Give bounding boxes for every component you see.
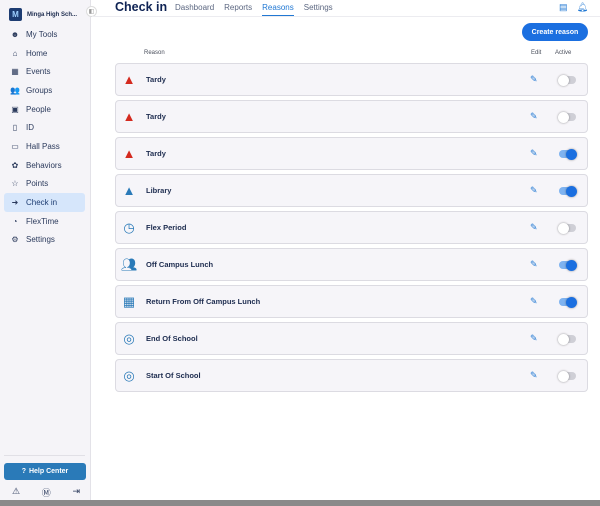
school-switcher[interactable]: M Minga High Sch... xyxy=(0,0,90,24)
hall-pass-icon: ▭ xyxy=(11,141,19,151)
star-icon: ☆ xyxy=(11,179,19,189)
edit-pencil-icon[interactable]: ✎ xyxy=(530,148,538,158)
edit-pencil-icon[interactable]: ✎ xyxy=(530,185,538,195)
tab-reports[interactable]: Reports xyxy=(224,3,253,12)
sidebar-item-settings[interactable]: ⚙ Settings xyxy=(11,235,55,245)
people-icon: 👥︎ xyxy=(121,256,138,272)
sidebar-item-flextime[interactable]: ◔ FlexTime xyxy=(4,212,85,231)
edit-pencil-icon[interactable]: ✎ xyxy=(530,259,538,269)
bottom-bar xyxy=(0,500,600,506)
location-icon: ◎ xyxy=(123,367,135,383)
board-icon: ▦ xyxy=(122,293,136,309)
tab-settings[interactable]: Settings xyxy=(303,3,333,12)
column-edit: Edit xyxy=(531,50,542,56)
edit-pencil-icon[interactable]: ✎ xyxy=(530,296,538,306)
header: Check in Dashboard Reports Reasons Settings… xyxy=(92,0,600,17)
sidebar-item-behaviors[interactable]: ✿ Behaviors xyxy=(11,160,62,170)
reason-row: ▲ Tardy ✎ xyxy=(115,63,588,96)
reason-name: Tardy xyxy=(146,112,166,121)
help-center-button[interactable]: ? Help Center xyxy=(4,463,86,480)
column-reason: Reason xyxy=(144,50,165,56)
sidebar-item-people[interactable]: ▣ People xyxy=(11,104,51,114)
bell-icon[interactable]: 🔔︎ xyxy=(576,2,588,12)
reason-name: Off Campus Lunch xyxy=(146,260,214,269)
gear-icon: ⚙ xyxy=(11,235,19,245)
reason-name: Library xyxy=(146,186,172,195)
reason-row: 👥︎ Off Campus Lunch ✎ xyxy=(115,248,588,281)
reason-row: ▦ Return From Off Campus Lunch ✎ xyxy=(115,285,588,318)
reason-row: ▲ Tardy ✎ xyxy=(115,100,588,133)
active-toggle[interactable] xyxy=(558,333,576,345)
warning-icon: ▲ xyxy=(122,183,136,198)
active-toggle[interactable] xyxy=(558,222,576,234)
sidebar-item-id[interactable]: ▯ ID xyxy=(4,118,85,137)
reason-name: Return From Off Campus Lunch xyxy=(146,297,261,306)
location-icon: ◎ xyxy=(123,330,135,346)
id-icon: ▯ xyxy=(12,123,18,133)
reason-row: ◷ Flex Period ✎ xyxy=(115,211,588,244)
home-icon: ⌂ xyxy=(12,48,18,58)
active-toggle[interactable] xyxy=(559,148,577,160)
behaviors-icon: ✿ xyxy=(11,160,19,170)
sidebar-item-my-tools[interactable]: ☻ My Tools xyxy=(10,29,58,39)
edit-pencil-icon[interactable]: ✎ xyxy=(530,222,538,232)
warning-icon: ▲ xyxy=(122,146,136,161)
minga-icon[interactable]: Ⓜ xyxy=(41,488,51,498)
sidebar-item-events[interactable]: ▦ Events xyxy=(11,67,51,77)
clock-icon: ◷ xyxy=(123,219,135,235)
sidebar-nav: ☻ My Tools ⌂ Home ▦ Events 👥 Groups ▣ People ▯ ID ▭ H… xyxy=(4,25,85,249)
smile-icon: ☻ xyxy=(10,29,20,39)
chat-icon[interactable]: ▤ xyxy=(559,2,568,12)
check-in-icon: ➜ xyxy=(11,198,19,208)
edit-pencil-icon[interactable]: ✎ xyxy=(530,74,538,84)
reason-name: Flex Period xyxy=(146,223,187,232)
active-toggle[interactable] xyxy=(558,370,576,382)
sidebar-item-check-in[interactable]: ➜ Check in xyxy=(4,193,85,212)
edit-pencil-icon[interactable]: ✎ xyxy=(530,333,538,343)
active-toggle[interactable] xyxy=(558,74,576,86)
collapse-sidebar-button[interactable]: ◧ xyxy=(86,6,97,17)
edit-pencil-icon[interactable]: ✎ xyxy=(530,111,538,121)
active-toggle[interactable] xyxy=(559,259,577,271)
active-toggle[interactable] xyxy=(559,296,577,308)
sidebar-item-home[interactable]: ⌂ Home xyxy=(4,44,85,63)
warning-icon: ▲ xyxy=(122,72,136,87)
reason-name: Tardy xyxy=(146,149,166,158)
logout-icon[interactable]: ⇥ xyxy=(72,486,80,496)
reason-row: ▲ Tardy ✎ xyxy=(115,137,588,170)
reason-name: End Of School xyxy=(146,334,198,343)
reason-name: Tardy xyxy=(146,75,166,84)
groups-icon: 👥 xyxy=(10,85,20,95)
reason-name: Start Of School xyxy=(146,371,201,380)
tab-reasons[interactable]: Reasons xyxy=(262,3,294,16)
warning-icon: ▲ xyxy=(122,109,136,124)
column-active: Active xyxy=(555,50,572,56)
help-icon: ? xyxy=(21,468,26,475)
reason-row: ◎ End Of School ✎ xyxy=(115,322,588,355)
sidebar-item-hall-pass[interactable]: ▭ Hall Pass xyxy=(11,141,60,151)
edit-pencil-icon[interactable]: ✎ xyxy=(530,370,538,380)
flextime-icon: ◔ xyxy=(12,216,18,226)
tab-dashboard[interactable]: Dashboard xyxy=(175,3,215,12)
sidebar-item-points[interactable]: ☆ Points xyxy=(11,179,49,189)
feedback-icon[interactable]: ⚠ xyxy=(12,486,21,496)
school-logo: M xyxy=(9,8,22,21)
page-title: Check in xyxy=(115,0,168,14)
sidebar: M Minga High Sch... ☻ My Tools ⌂ Home ▦ Event… xyxy=(0,0,91,500)
active-toggle[interactable] xyxy=(558,111,576,123)
reason-row: ▲ Library ✎ xyxy=(115,174,588,207)
school-name: Minga High Sch... xyxy=(27,11,78,18)
reason-row: ◎ Start Of School ✎ xyxy=(115,359,588,392)
active-toggle[interactable] xyxy=(559,185,577,197)
divider xyxy=(4,455,85,456)
people-icon: ▣ xyxy=(11,104,19,114)
sidebar-item-groups[interactable]: 👥 Groups xyxy=(10,85,53,95)
create-reason-button[interactable]: Create reason xyxy=(522,23,588,41)
calendar-icon: ▦ xyxy=(11,67,19,77)
